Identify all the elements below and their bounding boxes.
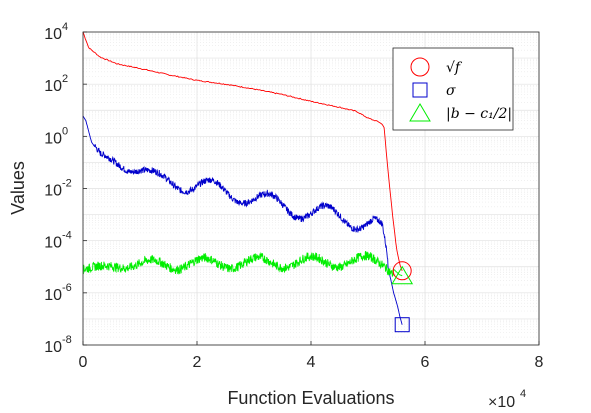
y-tick-label: 10 0 (44, 125, 68, 147)
x-tick-label: 8 (535, 354, 544, 371)
y-tick-label: 10 -2 (44, 178, 72, 200)
y-tick-base: 10 (44, 183, 62, 200)
series-markers (391, 261, 414, 333)
legend-label: √f (446, 60, 463, 76)
y-axis-label: Values (8, 161, 28, 215)
x-tick-label: 2 (193, 354, 202, 371)
legend-circle-marker (410, 57, 430, 77)
y-tick-base: 10 (44, 339, 62, 356)
y-tick-exp: -4 (62, 230, 72, 242)
series-lines (82, 31, 403, 325)
legend-square-marker (412, 82, 428, 98)
y-tick-base: 10 (44, 235, 62, 252)
y-tick-exp: 2 (62, 73, 68, 85)
y-tick-label: 10 4 (44, 21, 68, 43)
legend: √f σ |b − c₁/2| (392, 47, 514, 131)
y-tick-label: 10 -4 (44, 230, 72, 252)
y-tick-label: 10 -8 (44, 334, 72, 356)
y-tick-label: 10 2 (44, 73, 68, 95)
y-tick-exp: 4 (62, 21, 68, 33)
y-tick-base: 10 (44, 287, 62, 304)
y-tick-exp: -8 (62, 334, 72, 346)
series-line (82, 115, 403, 325)
x-tick-label: 4 (307, 354, 316, 371)
series-line (82, 31, 403, 271)
legend-triangle-marker (409, 103, 431, 122)
y-tick-base: 10 (44, 130, 62, 147)
grid (82, 32, 540, 346)
x-multiplier-exp: 4 (520, 388, 526, 400)
series-line (82, 250, 403, 277)
x-tick-labels: 0 2 4 6 8 (79, 341, 544, 371)
y-tick-base: 10 (44, 26, 62, 43)
x-tick-label: 0 (79, 354, 88, 371)
circle-marker (392, 261, 412, 281)
y-tick-label: 10 -6 (44, 282, 72, 304)
y-tick-exp: -6 (62, 282, 72, 294)
x-multiplier: ×10 4 (488, 388, 526, 411)
x-tick-label: 6 (421, 354, 430, 371)
triangle-marker (391, 265, 414, 285)
y-tick-exp: 0 (62, 125, 68, 137)
x-multiplier-base: ×10 (488, 394, 515, 411)
y-tick-base: 10 (44, 78, 62, 95)
y-tick-exp: -2 (62, 178, 72, 190)
square-marker (394, 317, 410, 333)
legend-label: |b − c₁/2| (446, 106, 512, 122)
x-axis-label: Function Evaluations (227, 388, 394, 408)
legend-label: σ (446, 83, 456, 99)
